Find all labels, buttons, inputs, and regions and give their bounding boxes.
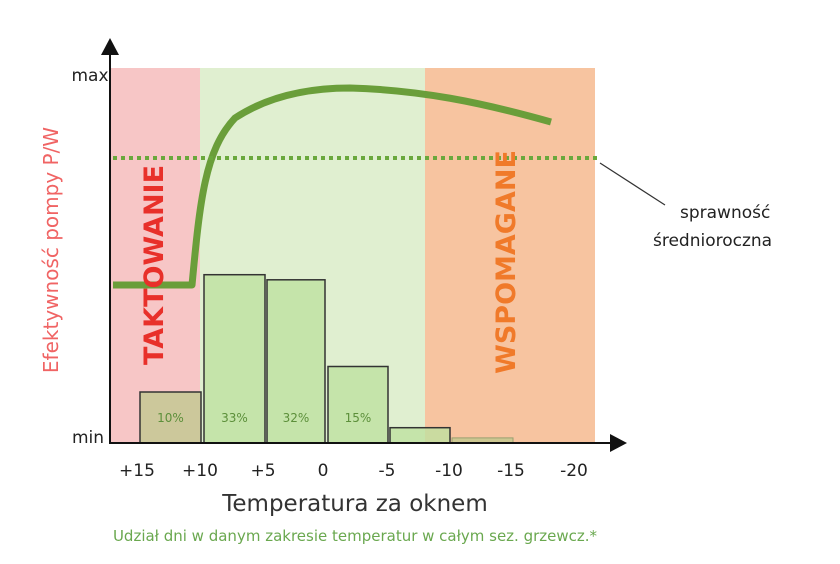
x-tick-label: +5 [250, 461, 275, 481]
zone-wspomagane-bg [425, 68, 595, 443]
x-tick-label: +15 [119, 461, 155, 481]
average-label-line2: średnioroczna [653, 231, 772, 251]
x-tick-label: 0 [318, 461, 329, 481]
x-axis-arrow-icon [610, 434, 627, 452]
y-min-label: min [72, 428, 104, 448]
x-tick-label: -10 [435, 461, 463, 481]
x-tick-label: -5 [379, 461, 396, 481]
x-axis-label: Temperatura za oknem [221, 491, 487, 517]
x-tick-label: -20 [560, 461, 588, 481]
bar-3 [327, 365, 389, 444]
y-axis-arrow-icon [101, 38, 119, 55]
y-axis-label: Efektywność pompy P/W [39, 127, 63, 373]
efficiency-curve [113, 84, 552, 289]
zone-label-wspomagane: WSPOMAGANE [491, 150, 522, 374]
bar-label-1: 33% [221, 411, 248, 425]
bar-label-3: 15% [345, 411, 372, 425]
footnote: Udział dni w danym zakresie temperatur w… [113, 527, 598, 545]
zone-label-taktowanie: TAKTOWANIE [139, 165, 170, 365]
bar-label-2: 32% [283, 411, 310, 425]
x-tick-label: -15 [497, 461, 525, 481]
zone-taktowanie-bg [110, 68, 200, 443]
y-max-label: max [71, 66, 108, 86]
bar-label-0: 10% [157, 411, 184, 425]
x-tick-label: +10 [182, 461, 218, 481]
average-label-line1: sprawność [680, 203, 770, 223]
average-leader-line [599, 162, 666, 206]
bar-0 [139, 391, 202, 444]
bar-4 [389, 426, 451, 444]
